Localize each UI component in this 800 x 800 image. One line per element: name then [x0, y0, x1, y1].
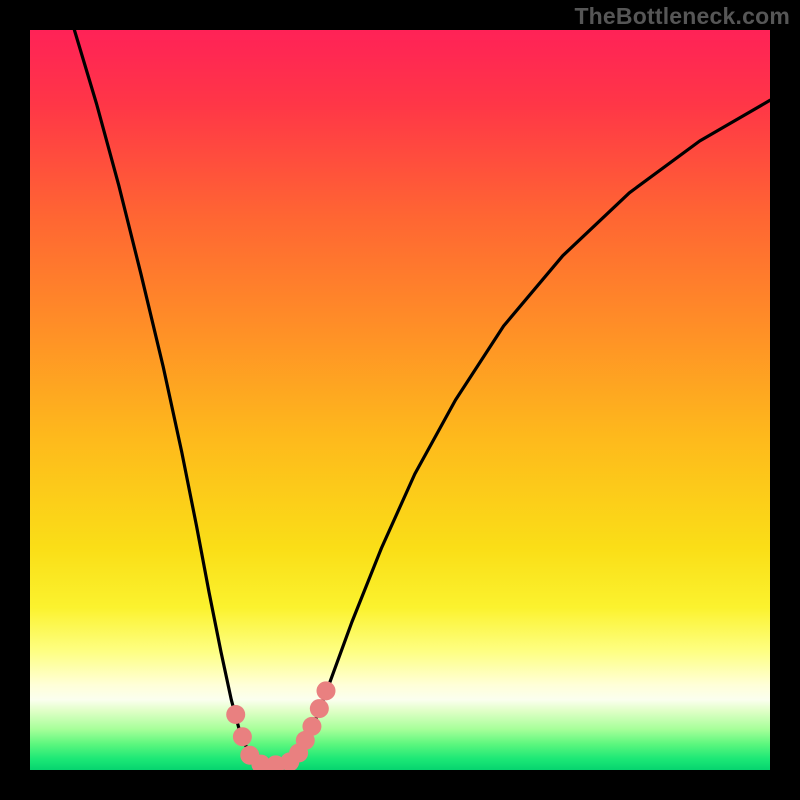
data-marker	[317, 681, 336, 700]
chart-svg	[30, 30, 770, 770]
plot-area	[30, 30, 770, 770]
gradient-background	[30, 30, 770, 770]
data-marker	[310, 699, 329, 718]
watermark-text: TheBottleneck.com	[574, 3, 790, 30]
data-marker	[226, 705, 245, 724]
data-marker	[233, 727, 252, 746]
data-marker	[302, 717, 321, 736]
